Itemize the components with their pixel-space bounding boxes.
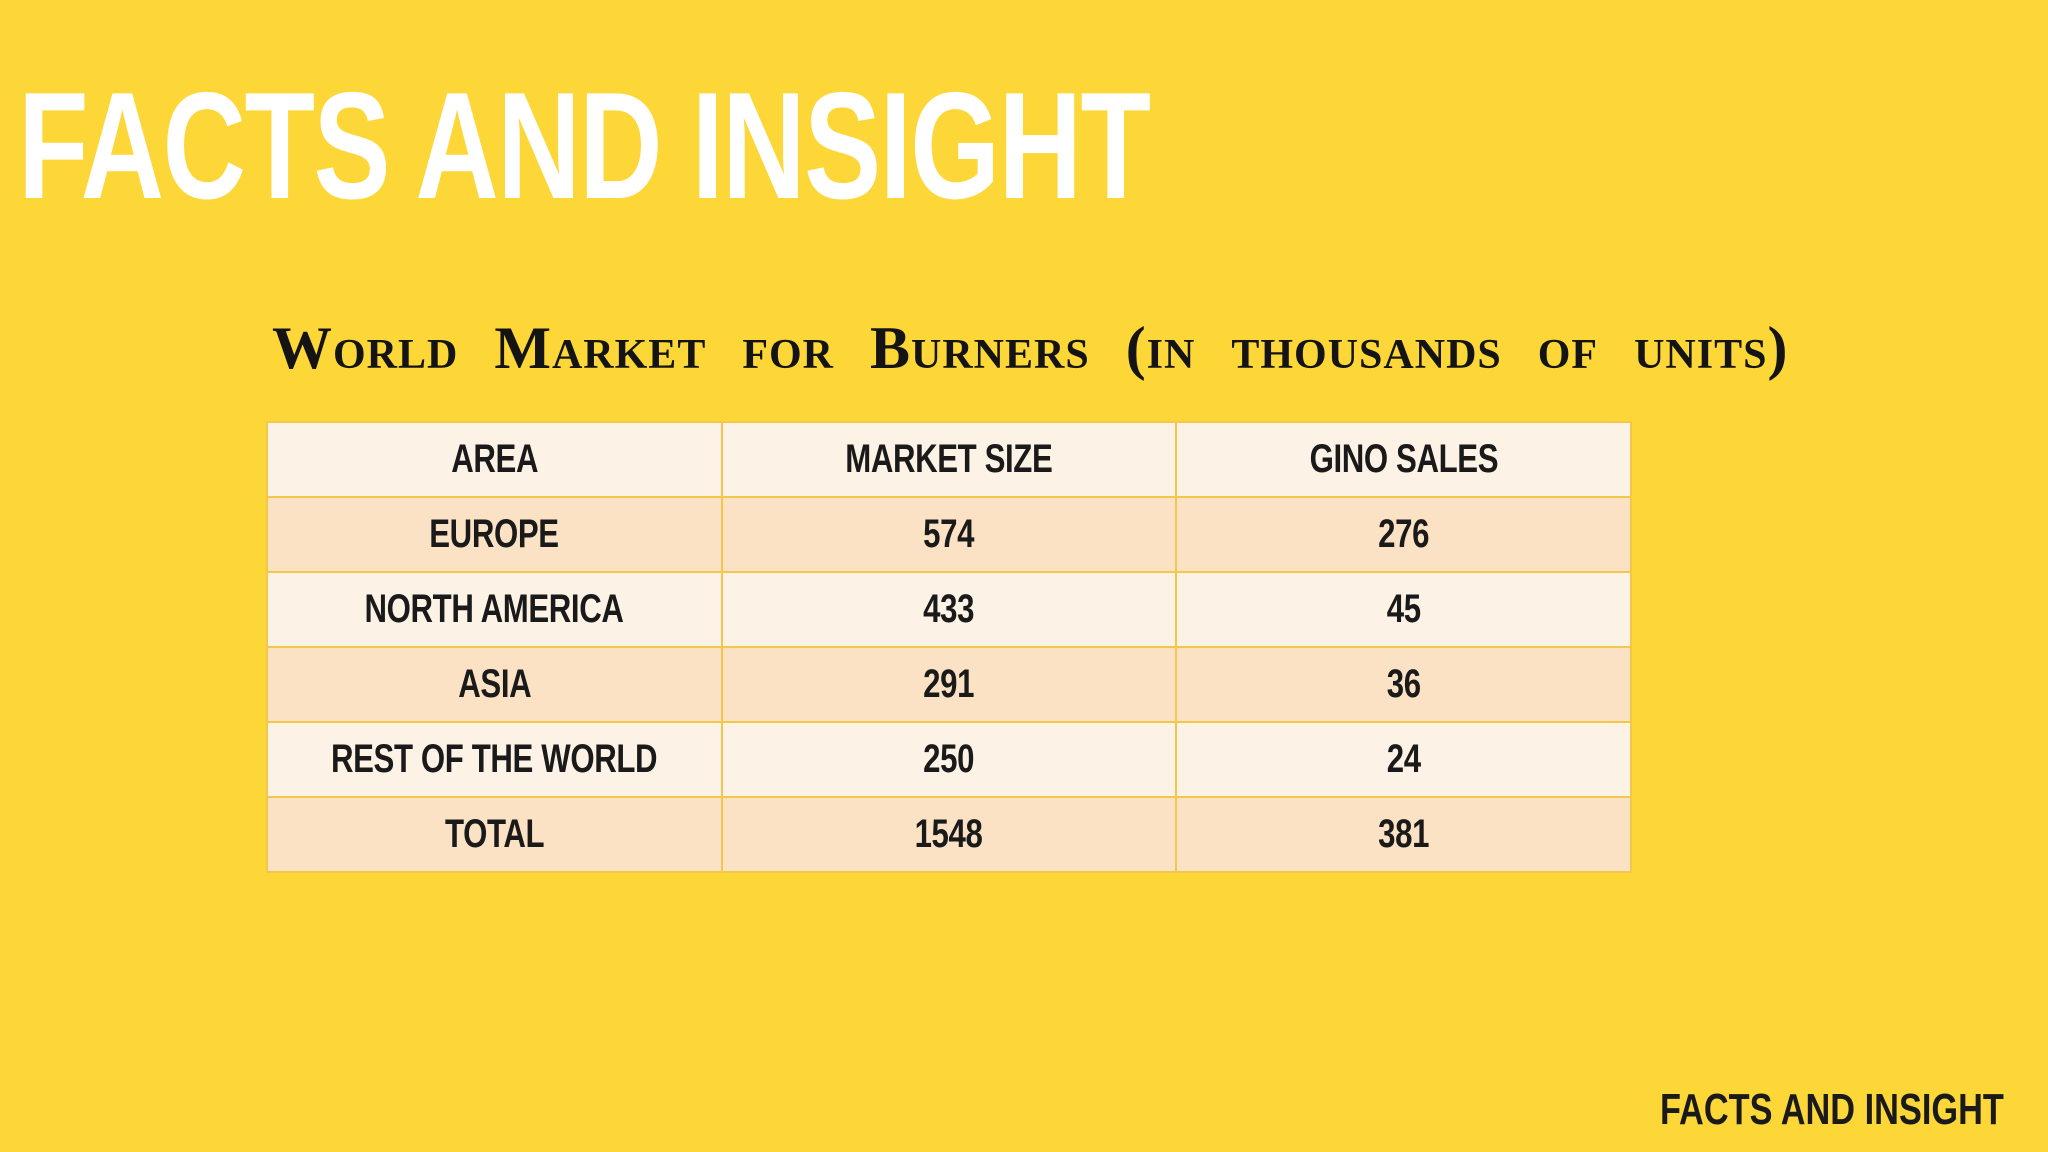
cell-area: NORTH AMERICA — [266, 571, 723, 648]
table-total-row: TOTAL 1548 381 — [266, 796, 1632, 873]
cell-gino-sales: 45 — [1175, 571, 1632, 648]
table-row: NORTH AMERICA 433 45 — [266, 571, 1632, 648]
cell-gino-sales: 24 — [1175, 721, 1632, 798]
cell-area: EUROPE — [266, 496, 723, 573]
table-header-row: AREA MARKET SIZE GINO SALES — [266, 421, 1632, 498]
cell-market-size: 250 — [720, 721, 1178, 798]
cell-gino-sales: 381 — [1175, 796, 1632, 873]
column-header-gino-sales: GINO SALES — [1175, 421, 1632, 498]
cell-market-size: 433 — [720, 571, 1178, 648]
table-row: ASIA 291 36 — [266, 646, 1632, 723]
market-table: AREA MARKET SIZE GINO SALES EUROPE 574 2… — [266, 421, 1632, 873]
cell-market-size: 574 — [720, 496, 1178, 573]
column-header-area: AREA — [266, 421, 723, 498]
column-header-market-size: MARKET SIZE — [720, 421, 1178, 498]
slide-title: FACTS AND INSIGHT — [18, 61, 1151, 231]
cell-area: ASIA — [266, 646, 723, 723]
cell-gino-sales: 276 — [1175, 496, 1632, 573]
table-heading: World Market for Burners (in thousands o… — [272, 315, 1789, 381]
cell-gino-sales: 36 — [1175, 646, 1632, 723]
cell-market-size: 1548 — [720, 796, 1178, 873]
cell-market-size: 291 — [720, 646, 1178, 723]
cell-area: REST OF THE WORLD — [266, 721, 723, 798]
cell-area: TOTAL — [266, 796, 723, 873]
footer-brand: FACTS AND INSIGHT — [1660, 1085, 2004, 1134]
table-row: REST OF THE WORLD 250 24 — [266, 721, 1632, 798]
table-row: EUROPE 574 276 — [266, 496, 1632, 573]
